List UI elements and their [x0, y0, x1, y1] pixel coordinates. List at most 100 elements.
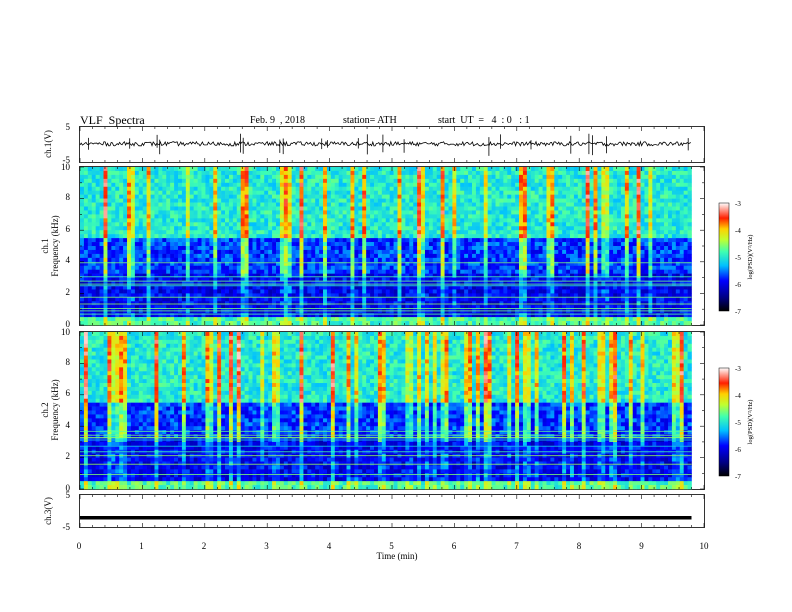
spectrogram-cell [295, 249, 300, 255]
spectrogram-cell [107, 305, 112, 310]
spectrogram-cell [401, 238, 406, 243]
spectrogram-cell [170, 230, 175, 235]
spectrogram-cell [428, 230, 434, 235]
spectrogram-cell [279, 230, 285, 235]
spectrogram-cell [440, 321, 445, 326]
spectrogram-cell [99, 182, 104, 188]
spectrogram-cell [330, 198, 336, 203]
spectrogram-cell [146, 206, 151, 211]
spectrogram-cell [299, 167, 304, 172]
spectrogram-cell [456, 269, 461, 274]
spectrogram-cell [534, 277, 539, 282]
spectrogram-cell [472, 321, 477, 326]
spectrogram-cell [358, 198, 363, 203]
spectrogram-cell [142, 285, 147, 290]
spectrogram-cell [472, 238, 477, 243]
spectrogram-cell [350, 222, 355, 227]
spectrogram-cell [326, 281, 332, 286]
spectrogram-cell [432, 273, 438, 278]
spectrogram-cell [468, 222, 473, 227]
spectrogram-cell [526, 297, 532, 302]
spectrogram-cell [236, 202, 242, 207]
spectrogram-cell [538, 301, 543, 306]
spectrogram-cell [405, 222, 410, 227]
spectrogram-cell [83, 222, 89, 227]
spectrogram-cell [130, 257, 136, 263]
spectrogram-cell [558, 198, 563, 203]
spectrogram-cell [499, 253, 504, 259]
spectrogram-cell [319, 182, 324, 188]
spectrogram-cell [522, 269, 528, 274]
spectrogram-cell [472, 317, 477, 322]
spectrogram-cell [440, 167, 445, 172]
spectrogram-cell [205, 313, 210, 318]
spectrogram-cell [558, 194, 563, 199]
spectrogram-cell [554, 309, 559, 314]
spectrogram-cell [228, 309, 234, 314]
spectrogram-cell [201, 210, 206, 215]
spectrogram-cell [248, 257, 253, 263]
spectrogram-cell [432, 174, 438, 180]
spectrogram-cell [232, 277, 238, 282]
spectrogram-cell [483, 222, 488, 227]
spectrogram-cell [111, 178, 116, 184]
spectrogram-cell [279, 293, 285, 298]
spectrogram-cell [150, 277, 155, 282]
spectrogram-cell [162, 269, 167, 274]
spectrogram-cell [362, 230, 367, 235]
spectrogram-cell [127, 285, 132, 290]
spectrogram-cell [487, 277, 492, 282]
spectrogram-cell [401, 226, 406, 231]
spectrogram-cell [146, 238, 151, 243]
spectrogram-cell [166, 167, 171, 172]
spectrogram-cell [264, 190, 269, 195]
spectrogram-cell [276, 321, 281, 326]
spectrogram-cell [111, 301, 116, 306]
spectrogram-cell [193, 186, 198, 191]
spectrogram-cell [358, 277, 363, 282]
spectrogram-cell [448, 167, 453, 172]
spectrogram-cell [377, 257, 383, 263]
spectrogram-cell [134, 202, 140, 207]
spectrogram-cell [311, 218, 316, 223]
spectrogram-cell [166, 206, 171, 211]
spectrogram-cell [303, 186, 308, 191]
spectrogram-cell [91, 289, 96, 294]
spectrogram-cell [424, 281, 430, 286]
spectrogram-cell [103, 246, 108, 251]
spectrogram-cell [417, 313, 422, 318]
spectrogram-cell [272, 210, 277, 215]
spectrogram-cell [209, 273, 214, 278]
spectrogram-cell [566, 182, 571, 188]
spectrogram-cell [248, 234, 253, 239]
spectrogram-cell [158, 234, 163, 239]
spectrogram-cell [389, 269, 394, 274]
spectrogram-cell [174, 230, 179, 235]
spectrogram-cell [511, 297, 516, 302]
spectrogram-cell [178, 317, 183, 322]
spectrogram-cell [80, 277, 85, 282]
spectrogram-cell [409, 313, 414, 318]
spectrogram-cell [307, 218, 312, 223]
spectrogram-cell [330, 218, 336, 223]
spectrogram-cell [272, 194, 277, 199]
spectrogram-cell [95, 297, 100, 302]
spectrogram-cell [519, 218, 524, 223]
spectrogram-cell [546, 242, 551, 247]
spectrogram-cell [354, 265, 359, 270]
spectrogram-cell [338, 289, 343, 294]
spectrogram-cell [338, 297, 343, 302]
spectrogram-cell [178, 234, 183, 239]
spectrogram-cell [174, 285, 179, 290]
spectrogram-cell [377, 230, 383, 235]
spectrogram-cell [401, 313, 406, 318]
spectrogram-cell [405, 174, 410, 180]
spectrogram-cell [307, 261, 312, 267]
spectrogram-cell [558, 238, 563, 243]
spectrogram-cell [472, 246, 477, 251]
spectrogram-cell [217, 234, 222, 239]
spectrogram-cell [252, 174, 257, 180]
spectrogram-cell [424, 293, 430, 298]
spectrogram-cell [554, 218, 559, 223]
spectrogram-cell [240, 210, 245, 215]
